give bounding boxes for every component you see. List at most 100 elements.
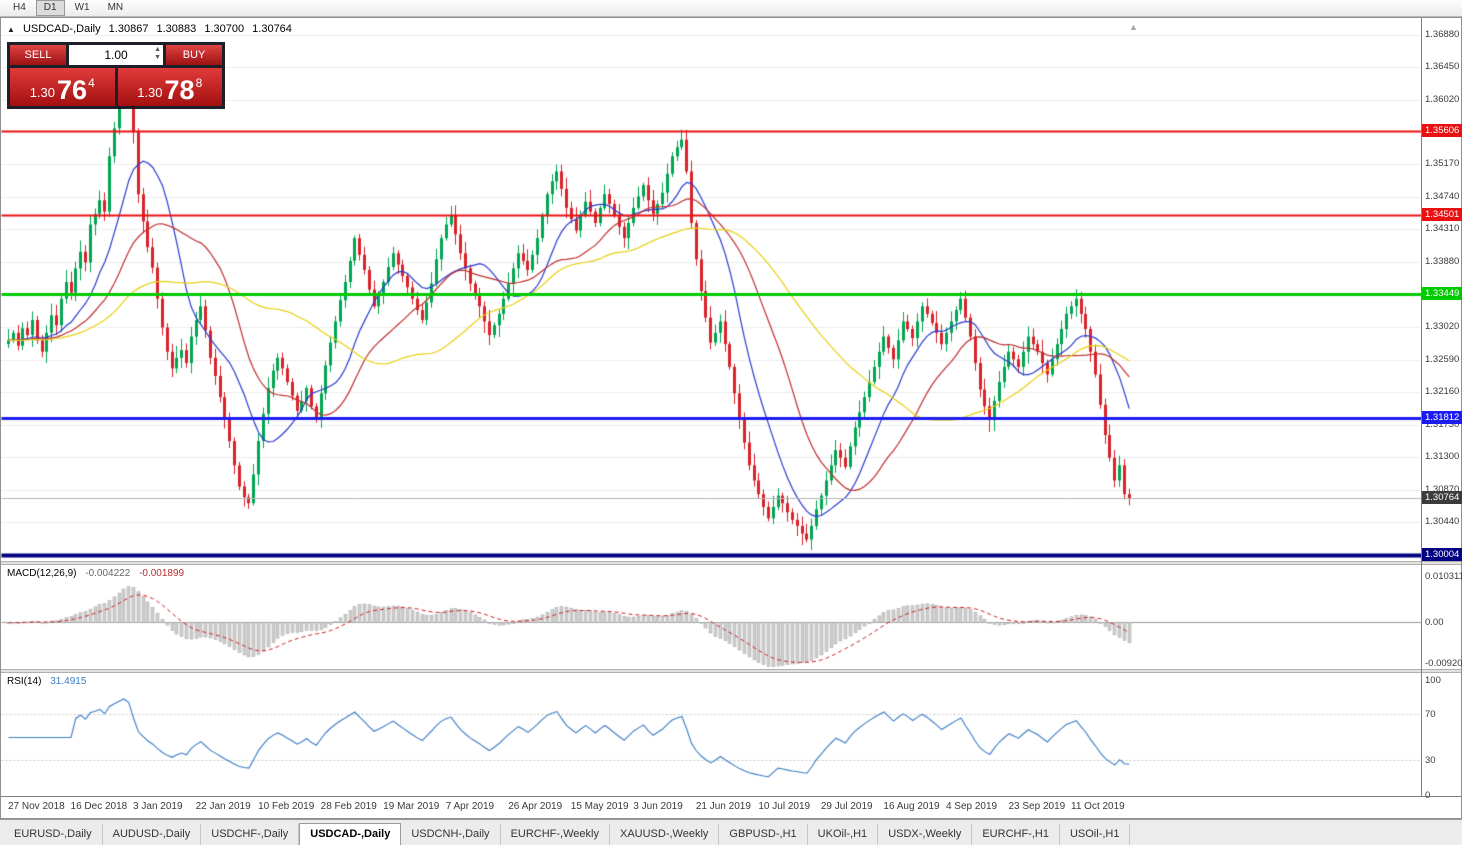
price-axis-tick: 1.34740 (1425, 190, 1460, 202)
volume-input[interactable]: 1.00 ▲ ▼ (69, 45, 163, 65)
price-axis-tick: 1.32160 (1425, 386, 1460, 398)
buy-price-prefix: 1.30 (137, 85, 163, 100)
timeframe-button-d1[interactable]: D1 (35, 0, 65, 16)
chart-ohlc-header: ▲ USDCAD-,Daily 1.30867 1.30883 1.30700 … (7, 23, 297, 35)
timeframe-toolbar: H4 D1 W1 MN (0, 0, 1462, 17)
time-axis-label: 22 Jan 2019 (195, 801, 251, 812)
volume-increase-icon[interactable]: ▲ (154, 46, 161, 53)
tab-eurchf-h1[interactable]: EURCHF-,H1 (972, 824, 1060, 845)
time-axis-label: 27 Nov 2018 (8, 801, 65, 812)
price-axis-tick: 1.33880 (1425, 255, 1460, 267)
time-axis-label: 16 Aug 2019 (883, 801, 940, 812)
tab-gbpusd-h1[interactable]: GBPUSD-,H1 (719, 824, 808, 845)
ohlc-close-value: 1.30764 (252, 23, 292, 35)
time-axis-label: 7 Apr 2019 (445, 801, 495, 812)
sell-price-pipette: 4 (88, 76, 95, 90)
rsi-axis-label: 30 (1425, 755, 1436, 767)
tab-usdchf-daily[interactable]: USDCHF-,Daily (201, 824, 300, 845)
chart-tab-bar: EURUSD-,Daily AUDUSD-,Daily USDCHF-,Daily U… (0, 819, 1462, 845)
ohlc-high-value: 1.30883 (156, 23, 197, 35)
time-axis-label: 3 Jan 2019 (133, 801, 183, 812)
time-axis-label: 4 Sep 2019 (945, 801, 998, 812)
price-axis-tick: 1.36020 (1425, 93, 1460, 105)
price-axis-tick: 1.30440 (1425, 516, 1460, 528)
volume-value: 1.00 (104, 48, 128, 62)
time-axis-label: 21 Jun 2019 (695, 801, 751, 812)
time-axis-label: 23 Sep 2019 (1008, 801, 1066, 812)
time-axis-label: 28 Feb 2019 (320, 801, 377, 812)
buy-button[interactable]: BUY (166, 45, 222, 65)
tab-audusd-daily[interactable]: AUDUSD-,Daily (103, 824, 202, 845)
price-axis-tick: 1.36880 (1425, 28, 1460, 40)
tab-ukoil-h1[interactable]: UKOil-,H1 (808, 824, 879, 845)
price-axis-tick: 1.30870 (1425, 483, 1460, 495)
chart-shift-marker-icon[interactable]: ▲ (1129, 22, 1138, 32)
rsi-indicator-canvas[interactable] (1, 673, 1421, 796)
current-price-label: 1.30764 (1422, 490, 1462, 504)
price-axis-tick: 1.31300 (1425, 451, 1460, 463)
sell-price-big-digits: 76 (57, 75, 88, 105)
time-axis-label: 15 May 2019 (570, 801, 629, 812)
ohlc-low-value: 1.30700 (204, 23, 245, 35)
price-axis-border (1421, 18, 1422, 796)
price-level-label: 1.31812 (1422, 411, 1462, 425)
timeframe-button-w1[interactable]: W1 (74, 2, 90, 13)
macd-indicator-canvas[interactable] (1, 565, 1421, 669)
timeframe-button-mn[interactable]: MN (107, 2, 124, 13)
sell-price-prefix: 1.30 (29, 85, 56, 100)
price-chart-canvas[interactable] (1, 18, 1421, 561)
time-axis-label: 19 Mar 2019 (383, 801, 440, 812)
macd-header: MACD(12,26,9) -0.004222 -0.001899 (7, 568, 184, 579)
price-axis-tick: 1.35170 (1425, 158, 1460, 170)
price-level-label: 1.30004 (1422, 548, 1462, 562)
macd-signal-value: -0.001899 (139, 568, 185, 579)
ohlc-open-value: 1.30867 (108, 23, 149, 35)
tab-usoil-h1[interactable]: USOil-,H1 (1060, 824, 1131, 845)
time-axis-label: 16 Dec 2018 (70, 801, 128, 812)
chart-symbol-label: USDCAD-,Daily (22, 23, 101, 35)
macd-axis-label: -0.009203 (1425, 658, 1462, 670)
volume-spinner: ▲ ▼ (154, 46, 161, 62)
time-axis-label: 10 Feb 2019 (258, 801, 315, 812)
rsi-label: RSI(14) (7, 676, 42, 687)
price-axis-tick: 1.34310 (1425, 223, 1460, 235)
tab-usdcnh-daily[interactable]: USDCNH-,Daily (401, 824, 501, 845)
buy-price-big-digits: 78 (164, 75, 195, 105)
tab-xauusd-weekly[interactable]: XAUUSD-,Weekly (610, 824, 720, 845)
tab-usdx-weekly[interactable]: USDX-,Weekly (878, 824, 973, 845)
time-axis-label: 11 Oct 2019 (1071, 801, 1125, 812)
one-click-trading-panel: SELL 1.00 ▲ ▼ BUY 1.30 76 4 1.30 (7, 42, 225, 109)
price-level-label: 1.35606 (1422, 124, 1462, 138)
time-axis-label: 10 Jul 2019 (758, 801, 811, 812)
rsi-axis-label: 100 (1425, 675, 1441, 686)
time-axis-label: 26 Apr 2019 (508, 801, 563, 812)
sell-button[interactable]: SELL (10, 45, 66, 65)
rsi-axis-label: 0 (1425, 790, 1431, 801)
tab-eurchf-weekly[interactable]: EURCHF-,Weekly (501, 824, 610, 845)
timeframe-button-h4[interactable]: H4 (13, 2, 26, 13)
volume-decrease-icon[interactable]: ▼ (154, 54, 161, 61)
sell-price-display[interactable]: 1.30 76 4 (10, 68, 115, 106)
tab-eurusd-daily[interactable]: EURUSD-,Daily (4, 824, 103, 845)
macd-main-value: -0.004222 (85, 568, 131, 579)
price-axis-tick: 1.33020 (1425, 320, 1460, 332)
rsi-header: RSI(14) 31.4915 (7, 676, 86, 687)
rsi-axis-label: 70 (1425, 708, 1436, 720)
time-axis-label: 3 Jun 2019 (633, 801, 683, 812)
macd-label: MACD(12,26,9) (7, 568, 77, 579)
buy-price-pipette: 8 (195, 76, 203, 90)
macd-axis-label: 0.00 (1425, 617, 1444, 629)
panel-separator[interactable] (1, 561, 1461, 565)
time-axis-label: 29 Jul 2019 (820, 801, 873, 812)
buy-price-display[interactable]: 1.30 78 8 (117, 68, 222, 106)
macd-axis-label: 0.010311 (1425, 571, 1462, 583)
price-level-label: 1.33449 (1422, 287, 1462, 301)
one-click-toggle-icon[interactable]: ▲ (7, 25, 15, 34)
panel-separator[interactable] (1, 669, 1461, 673)
time-axis-border (1, 796, 1461, 797)
rsi-value: 31.4915 (50, 676, 87, 687)
price-axis-tick: 1.32590 (1425, 353, 1460, 365)
tab-usdcad-daily[interactable]: USDCAD-,Daily (299, 823, 402, 845)
chart-window: ▲ USDCAD-,Daily 1.30867 1.30883 1.30700 … (0, 17, 1462, 819)
